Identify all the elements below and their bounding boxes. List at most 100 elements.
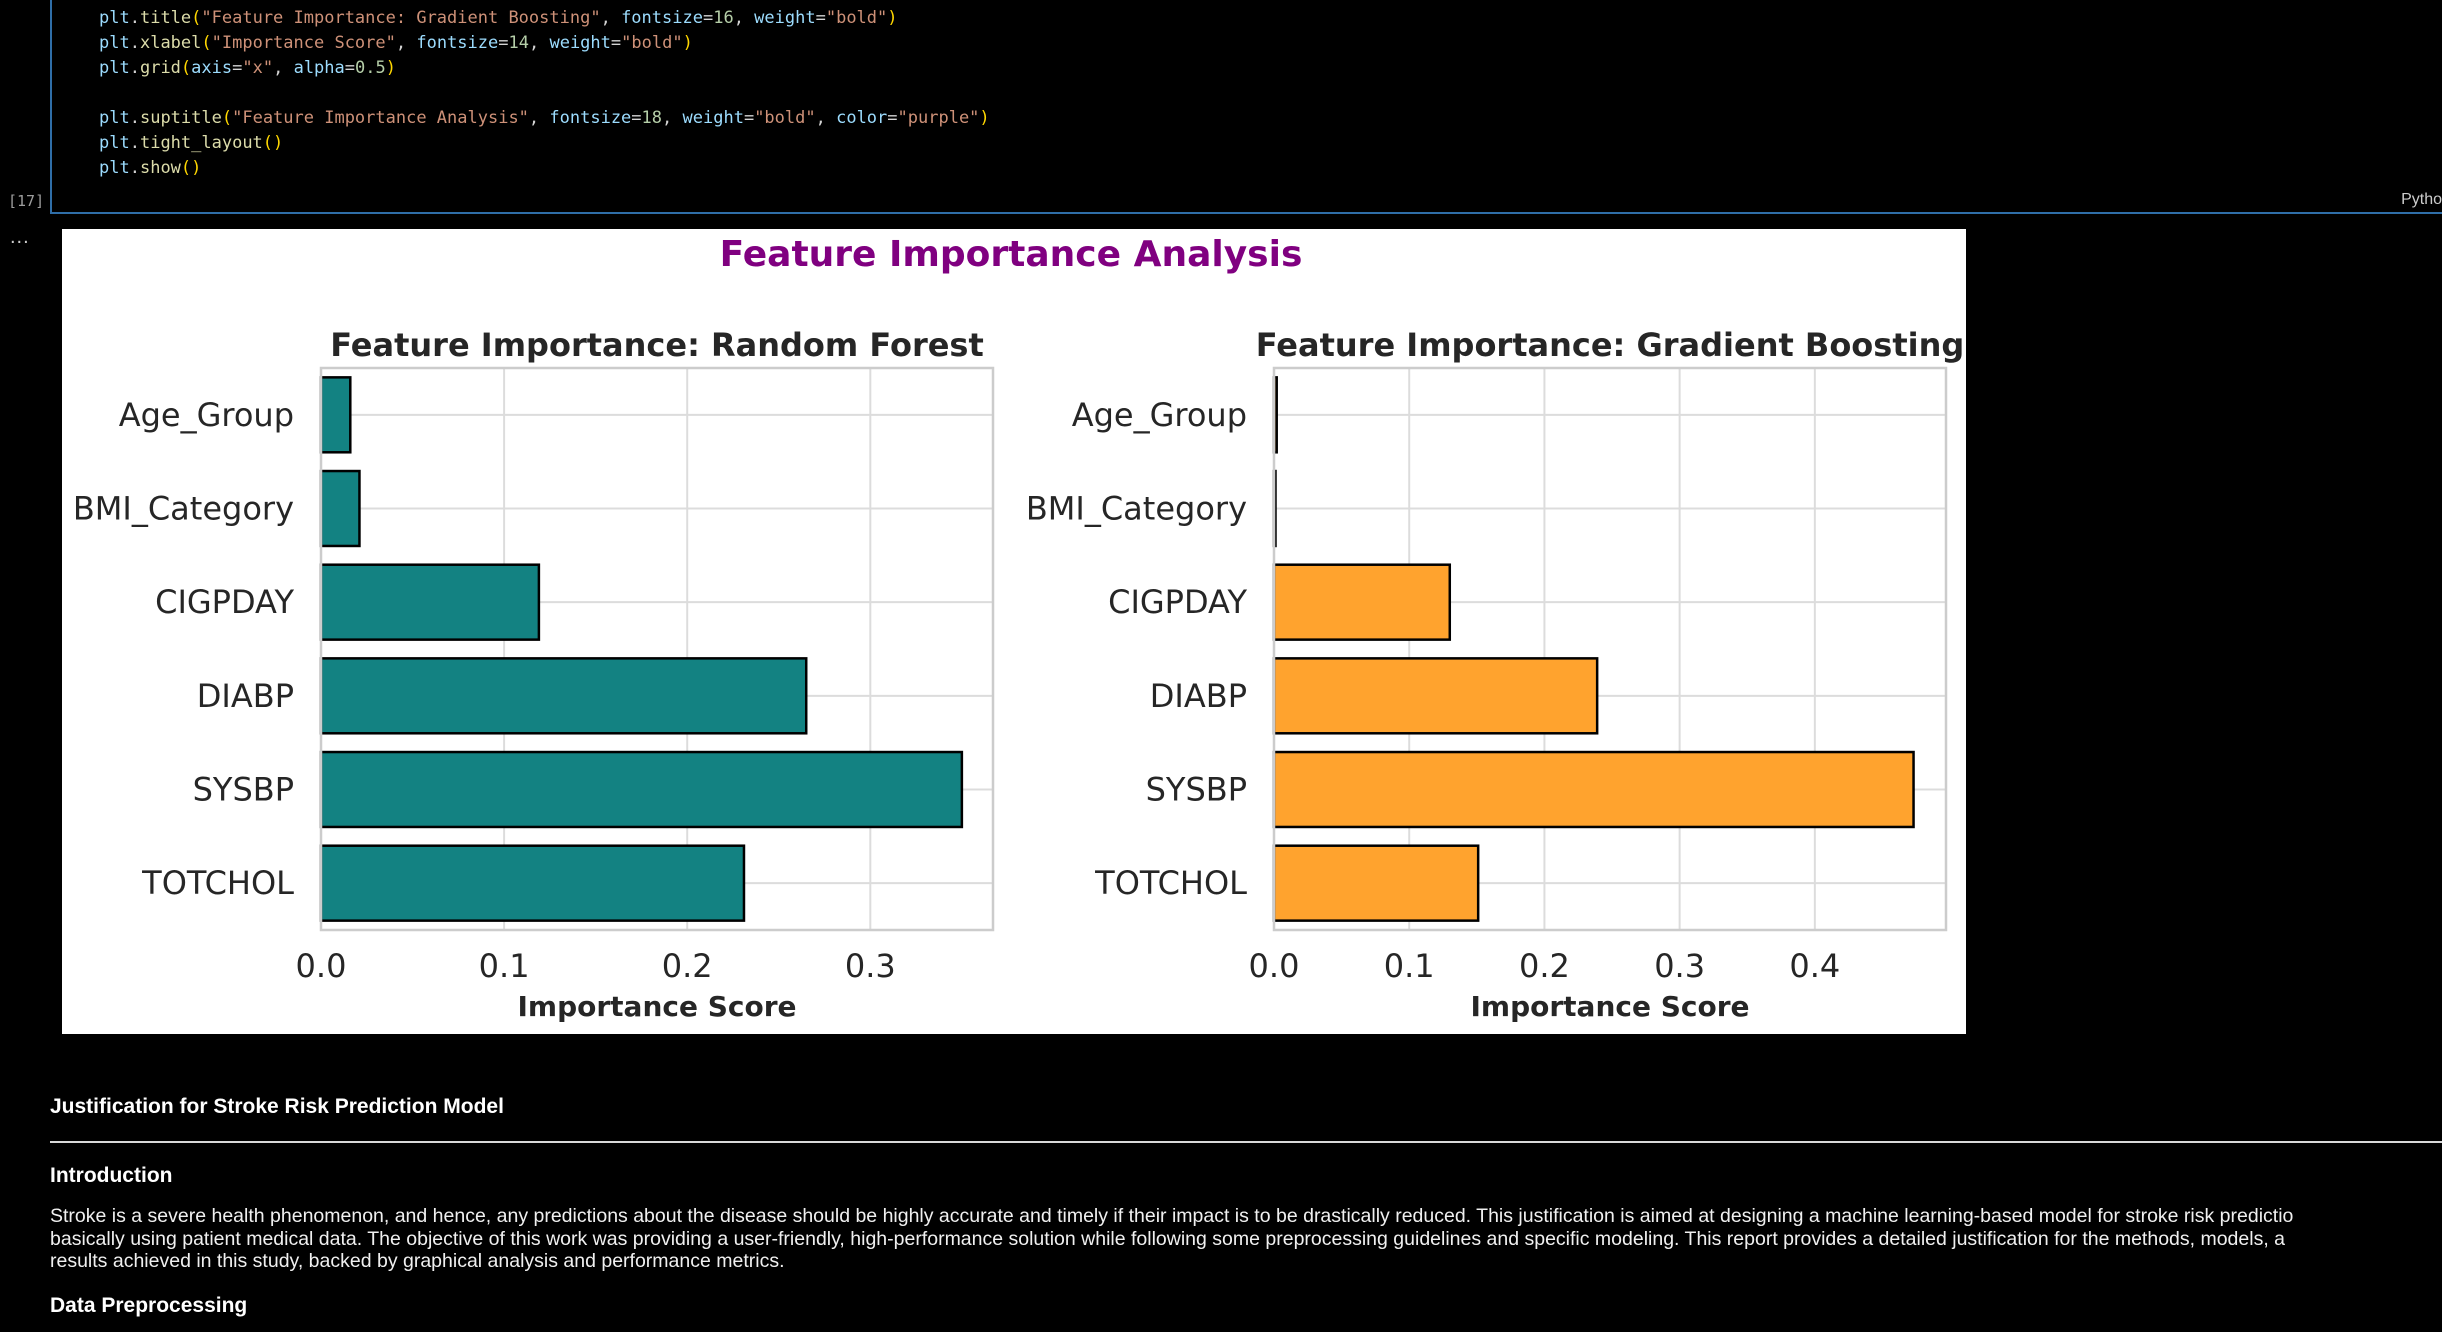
code-token: weight xyxy=(682,108,744,128)
code-token: "Feature Importance: Gradient Boosting" xyxy=(201,8,601,28)
bar xyxy=(1272,750,1915,829)
code-token: = xyxy=(815,8,826,28)
code-token: , xyxy=(733,8,755,28)
code-token: = xyxy=(702,8,714,28)
x-tick-label: 0.1 xyxy=(479,947,530,985)
code-token: "Feature Importance Analysis" xyxy=(232,108,529,128)
code-token: weight xyxy=(549,33,611,53)
y-tick-label: CIGPDAY xyxy=(1108,583,1247,621)
code-token: ( xyxy=(180,58,192,78)
code-token: 18 xyxy=(641,108,663,128)
y-tick-label: TOTCHOL xyxy=(141,864,294,902)
y-tick-label: DIABP xyxy=(197,677,294,715)
code-line: plt.show() xyxy=(99,156,990,181)
code-token: grid xyxy=(139,58,181,78)
code-cell[interactable]: plt.title("Feature Importance: Gradient … xyxy=(50,0,2442,214)
y-tick-label: SYSBP xyxy=(1146,771,1247,809)
code-token: () xyxy=(262,133,284,153)
code-token: plt xyxy=(99,8,130,28)
paragraph-line: results achieved in this study, backed b… xyxy=(50,1250,785,1272)
x-tick-label: 0.2 xyxy=(662,947,713,985)
code-token: , xyxy=(395,33,417,53)
chart-suptitle: Feature Importance Analysis xyxy=(720,234,1303,275)
code-token: plt xyxy=(99,133,130,153)
code-token: = xyxy=(344,58,356,78)
subplot-title: Feature Importance: Random Forest xyxy=(330,326,984,364)
code-token: , xyxy=(815,108,837,128)
code-token: plt xyxy=(99,158,130,178)
code-token: ) xyxy=(682,33,693,53)
x-axis-label: Importance Score xyxy=(1470,990,1749,1023)
code-token: = xyxy=(232,58,243,78)
code-token: . xyxy=(129,108,140,128)
code-token: 14 xyxy=(508,33,529,53)
code-token: ( xyxy=(191,8,202,28)
bar xyxy=(319,844,746,922)
code-token: fontsize xyxy=(549,108,632,128)
code-token: 0.5 xyxy=(355,58,386,78)
horizontal-rule xyxy=(50,1141,2442,1143)
code-token: plt xyxy=(99,58,130,78)
x-tick-label: 0.4 xyxy=(1789,947,1840,985)
introduction-heading: Introduction xyxy=(50,1164,173,1187)
code-token: fontsize xyxy=(621,8,703,28)
code-line: plt.grid(axis="x", alpha=0.5) xyxy=(99,56,990,81)
code-line: plt.tight_layout() xyxy=(99,131,990,156)
output-more-icon[interactable]: ... xyxy=(10,226,30,248)
code-token: = xyxy=(887,108,898,128)
code-token: "x" xyxy=(242,58,274,78)
code-token: . xyxy=(129,133,140,153)
x-tick-label: 0.3 xyxy=(845,947,896,985)
data-preprocessing-heading: Data Preprocessing xyxy=(50,1294,248,1317)
x-tick-label: 0.0 xyxy=(1249,947,1300,985)
x-tick-label: 0.2 xyxy=(1519,947,1570,985)
code-token: fontsize xyxy=(416,33,499,53)
bar xyxy=(319,563,541,641)
code-token: weight xyxy=(754,8,816,28)
code-token: "bold" xyxy=(621,33,683,53)
y-tick-label: BMI_Category xyxy=(1026,490,1247,528)
code-token: "Importance Score" xyxy=(211,33,396,53)
execution-count: [17] xyxy=(8,192,45,210)
code-token: () xyxy=(180,158,202,178)
code-token: = xyxy=(498,33,509,53)
paragraph-line: Stroke is a severe health phenomenon, an… xyxy=(50,1205,2294,1227)
code-line: plt.xlabel("Importance Score", fontsize=… xyxy=(99,31,990,56)
code-token: "bold" xyxy=(754,108,816,128)
code-token: = xyxy=(610,33,622,53)
code-token: . xyxy=(129,158,140,178)
x-tick-label: 0.0 xyxy=(296,947,347,985)
code-token: , xyxy=(662,108,683,128)
bar xyxy=(319,376,352,454)
x-tick-label: 0.1 xyxy=(1384,947,1435,985)
chart-figure: Feature Importance Analysis Feature Impor… xyxy=(62,229,1966,1034)
y-tick-label: SYSBP xyxy=(193,771,294,809)
code-token: "bold" xyxy=(825,8,888,28)
code-token: , xyxy=(528,33,550,53)
code-token: ) xyxy=(887,8,898,28)
code-token: . xyxy=(129,8,140,28)
y-tick-label: DIABP xyxy=(1150,677,1247,715)
code-token: ( xyxy=(221,108,233,128)
y-tick-label: Age_Group xyxy=(119,396,294,434)
markdown-title: Justification for Stroke Risk Prediction… xyxy=(50,1095,504,1118)
y-tick-label: Age_Group xyxy=(1072,396,1247,434)
code-token: . xyxy=(129,58,140,78)
code-token: "purple" xyxy=(897,108,980,128)
code-token: = xyxy=(743,108,755,128)
y-tick-label: TOTCHOL xyxy=(1094,864,1247,902)
code-token: ( xyxy=(201,33,212,53)
y-tick-label: CIGPDAY xyxy=(155,583,294,621)
code-token: axis xyxy=(191,58,233,78)
code-token: , xyxy=(528,108,550,128)
code-token: plt xyxy=(99,108,130,128)
code-line: plt.suptitle("Feature Importance Analysi… xyxy=(99,106,990,131)
axes-frame xyxy=(319,366,995,932)
y-tick-label: BMI_Category xyxy=(73,490,294,528)
x-axis-label: Importance Score xyxy=(517,990,796,1023)
subplot-title: Feature Importance: Gradient Boosting xyxy=(1256,326,1965,364)
code-line xyxy=(99,81,990,106)
code-token: title xyxy=(139,8,192,28)
cell-language-label[interactable]: Pytho xyxy=(2401,191,2442,208)
code-editor[interactable]: plt.title("Feature Importance: Gradient … xyxy=(99,6,990,181)
